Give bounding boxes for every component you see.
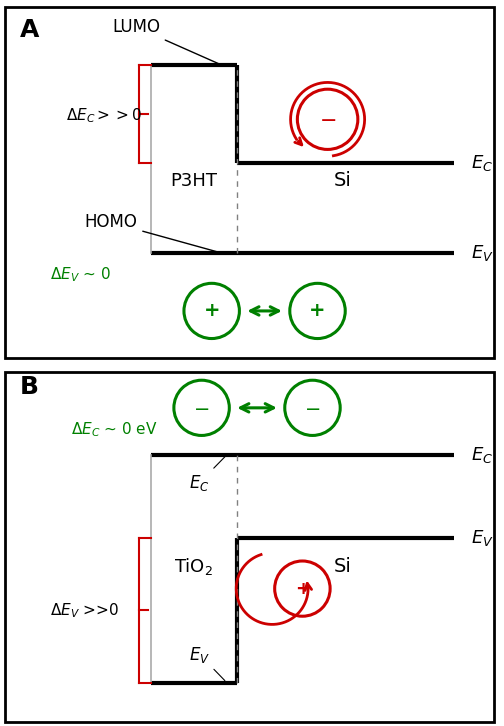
Text: $\Delta E_C >> 0$: $\Delta E_C >> 0$ (66, 106, 142, 125)
Text: Si: Si (334, 171, 352, 190)
Text: $E_V$: $E_V$ (189, 645, 225, 680)
Text: HOMO: HOMO (85, 213, 219, 253)
Text: $-$: $-$ (319, 110, 336, 129)
Text: $E_V$: $E_V$ (471, 243, 494, 263)
Text: $E_C$: $E_C$ (189, 457, 225, 493)
Text: $-$: $-$ (194, 399, 210, 417)
FancyBboxPatch shape (5, 7, 494, 358)
Text: P3HT: P3HT (170, 172, 218, 189)
Text: LUMO: LUMO (112, 18, 219, 64)
Text: B: B (20, 375, 39, 399)
Text: $-$: $-$ (304, 399, 321, 417)
Text: $E_C$: $E_C$ (471, 152, 493, 173)
Text: +: + (204, 301, 220, 320)
Text: A: A (20, 18, 39, 42)
Text: $\Delta E_C$ ~ 0 eV: $\Delta E_C$ ~ 0 eV (71, 420, 157, 439)
Text: $E_C$: $E_C$ (471, 445, 493, 465)
Text: +: + (309, 301, 326, 320)
Text: $\Delta E_V$ >>0: $\Delta E_V$ >>0 (50, 601, 119, 620)
FancyBboxPatch shape (5, 372, 494, 722)
Text: $E_V$: $E_V$ (471, 528, 494, 548)
Text: $\Delta E_V$ ~ 0: $\Delta E_V$ ~ 0 (50, 266, 111, 284)
Text: Si: Si (334, 558, 352, 576)
Text: +: + (295, 579, 310, 597)
Text: TiO$_2$: TiO$_2$ (174, 556, 214, 577)
